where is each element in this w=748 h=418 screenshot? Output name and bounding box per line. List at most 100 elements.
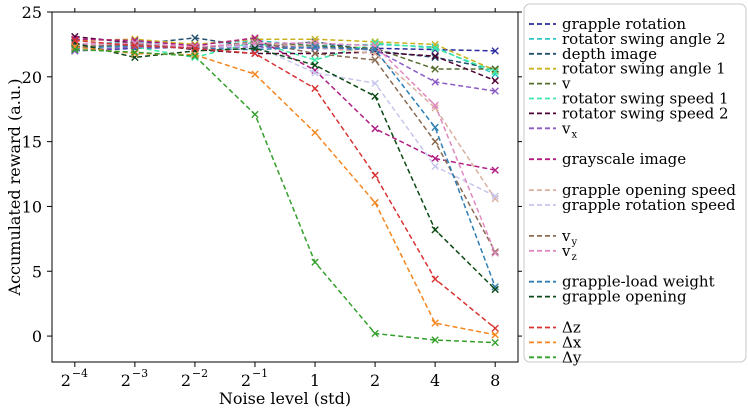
y-axis: 0 5 10 15 20 25 <box>22 3 522 346</box>
legend-item-14: grapple-load weight <box>529 273 715 291</box>
series-17 <box>71 43 499 339</box>
series-16 <box>71 36 499 332</box>
series-line <box>74 46 496 336</box>
x-tick-exponent: −1 <box>252 367 268 380</box>
x-tick-label: 4 <box>430 371 440 390</box>
series-13 <box>71 39 499 257</box>
data-point <box>431 104 439 112</box>
data-point <box>491 192 499 200</box>
data-point <box>311 84 319 93</box>
data-point <box>251 70 259 78</box>
data-point <box>491 283 499 291</box>
x-tick-label: 2 <box>370 371 380 390</box>
legend-item-5: v <box>529 75 571 93</box>
legend-label: rotator swing speed 1 <box>562 90 729 108</box>
legend-label: grapple rotation speed <box>562 196 736 214</box>
plot-frame <box>51 11 519 363</box>
x-tick-base: 1 <box>310 371 320 390</box>
legend-label: rotator swing angle 1 <box>562 60 726 78</box>
y-axis-label: Accumulated reward (a.u.) <box>5 79 24 297</box>
series-line <box>74 42 496 254</box>
y-tick-label: 15 <box>22 133 42 152</box>
data-point <box>431 44 439 52</box>
series-line <box>74 44 496 288</box>
legend-label: rotator swing angle 2 <box>562 30 726 48</box>
legend-label: depth image <box>562 45 657 63</box>
data-point <box>491 77 499 85</box>
legend-label: v <box>561 227 571 245</box>
series-line <box>74 39 496 329</box>
x-tick-base: 4 <box>430 371 440 390</box>
data-point <box>491 338 499 347</box>
data-point <box>491 331 499 339</box>
data-point <box>491 66 499 75</box>
series-line <box>74 48 496 344</box>
legend-label: Δx <box>562 333 582 351</box>
data-point <box>311 61 319 69</box>
series-11 <box>71 39 499 200</box>
data-point <box>491 87 499 95</box>
x-tick-label: 8 <box>490 371 500 390</box>
legend-label: grapple-load weight <box>562 273 715 291</box>
series-line <box>74 42 496 290</box>
data-point <box>371 45 379 54</box>
data-point <box>371 56 379 64</box>
y-tick-label: 25 <box>22 3 42 22</box>
data-point <box>191 44 199 52</box>
x-tick-base: 2 <box>241 371 251 390</box>
legend-label-subscript: x <box>571 129 577 140</box>
data-point <box>131 42 139 50</box>
legend-label: v <box>561 242 571 260</box>
legend-item-6: rotator swing speed 1 <box>529 90 729 108</box>
data-point <box>311 49 319 58</box>
x-tick-label: 2 −4 <box>61 367 88 390</box>
y-tick-label: 0 <box>32 327 42 346</box>
data-point <box>371 329 379 338</box>
legend-item-9: grayscale image <box>529 150 686 168</box>
data-point <box>431 226 439 234</box>
y-tick-label: 5 <box>32 262 42 281</box>
legend-item-2: rotator swing angle 2 <box>529 30 726 48</box>
data-point <box>431 336 439 344</box>
series-line <box>74 41 496 253</box>
data-point <box>371 79 379 87</box>
data-point <box>431 275 439 283</box>
y-tick-label: 10 <box>22 197 42 216</box>
data-point <box>491 67 499 76</box>
x-tick-exponent: −3 <box>132 367 148 380</box>
x-tick-label: 2 −2 <box>181 367 208 390</box>
data-point <box>131 49 139 58</box>
data-point <box>311 69 319 77</box>
legend-label: rotator swing speed 2 <box>562 104 729 122</box>
data-point <box>431 101 439 110</box>
legend-item-16: Δz <box>529 319 581 337</box>
legend-item-17: Δx <box>529 333 582 351</box>
legend-label: grapple rotation <box>562 15 686 33</box>
legend-item-4: rotator swing angle 1 <box>529 60 726 78</box>
data-point <box>491 249 499 257</box>
legend-item-18: Δy <box>529 348 582 366</box>
legend-item-15: grapple opening <box>529 288 687 306</box>
series-line <box>74 42 496 197</box>
data-point <box>191 51 199 59</box>
series-line <box>74 42 496 200</box>
series-10 <box>71 39 499 203</box>
data-point <box>491 166 499 174</box>
data-point <box>251 49 259 58</box>
legend-label: Δz <box>562 319 581 337</box>
data-point <box>431 53 439 62</box>
series-12 <box>71 38 499 256</box>
data-point <box>311 128 319 137</box>
x-tick-exponent: −2 <box>192 367 208 380</box>
data-point <box>431 154 439 163</box>
data-point <box>191 34 199 42</box>
legend-label: Δy <box>562 348 582 366</box>
legend-frame <box>523 3 747 363</box>
data-point <box>431 319 439 327</box>
